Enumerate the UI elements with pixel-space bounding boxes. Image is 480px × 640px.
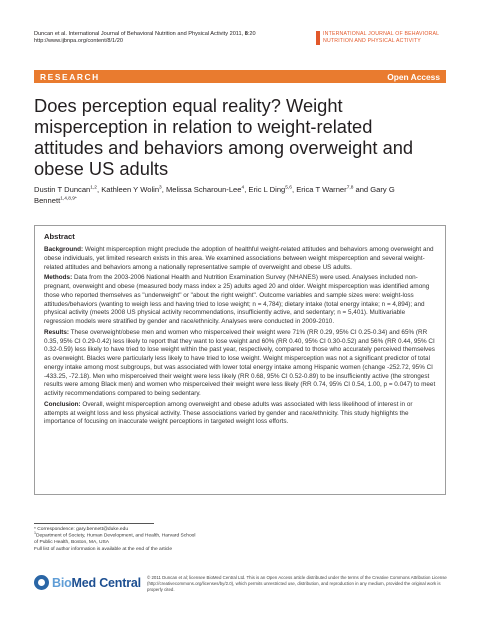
methods-label: Methods:: [44, 274, 73, 282]
author-affiliation-marker: 1,2: [90, 185, 97, 191]
author-affiliation-marker: 3: [159, 185, 162, 191]
abstract-methods: Methods: Data from the 2003-2006 Nationa…: [44, 274, 436, 327]
author-name[interactable]: Eric L Ding: [248, 185, 286, 194]
author-affiliation-marker: 7,8: [346, 185, 354, 191]
affiliation-note: 1Department of Society, Human Developmen…: [34, 531, 254, 540]
journal-logo-mark: [316, 31, 320, 45]
author-affiliation-marker: 4: [241, 185, 245, 191]
copyright-notice: © 2011 Duncan et al; licensee BioMed Cen…: [147, 575, 447, 592]
background-label: Background:: [44, 246, 84, 253]
citation-page: :20: [247, 31, 256, 37]
journal-name-line1: INTERNATIONAL JOURNAL OF BEHAVIORAL: [323, 31, 440, 37]
conclusion-text: Overall, weight misperception among over…: [44, 400, 413, 426]
footnote-divider: [34, 523, 154, 524]
article-url[interactable]: http://www.ijbnpa.org/content/8/1/20: [34, 38, 123, 44]
biomed-central-logo-icon: [34, 575, 49, 590]
abstract-results: Results: These overweight/obese men and …: [44, 329, 436, 399]
biomed-central-wordmark: BioMed Central: [52, 576, 141, 590]
abstract-box: Abstract Background: Weight misperceptio…: [34, 225, 446, 495]
author-name[interactable]: Dustin T Duncan: [34, 185, 91, 194]
author-list: Dustin T Duncan1,2, Kathleen Y Wolin3, M…: [34, 185, 395, 205]
results-text: These overweight/obese men and women who…: [44, 328, 436, 397]
article-title: Does perception equal reality? Weight mi…: [34, 95, 414, 179]
abstract-background: Background: Weight misperception might p…: [44, 246, 436, 272]
biomed-central-logo[interactable]: BioMed Central: [34, 575, 141, 590]
author-name[interactable]: Kathleen Y Wolin: [101, 185, 160, 194]
journal-logo: INTERNATIONAL JOURNAL OF BEHAVIORAL NUTR…: [316, 31, 439, 45]
abstract-heading: Abstract: [44, 232, 75, 241]
author-name[interactable]: Erica T Warner: [296, 185, 347, 194]
article-type-band: RESEARCH Open Access: [34, 70, 446, 83]
affiliation-line2: of Public Health, Boston, MA, USA: [34, 540, 110, 546]
conclusion-label: Conclusion:: [44, 400, 81, 408]
citation-journal: Duncan et al. International Journal of B…: [34, 31, 229, 37]
affiliation-marker: 1: [34, 531, 36, 536]
journal-logo-text: INTERNATIONAL JOURNAL OF BEHAVIORAL NUTR…: [323, 31, 439, 44]
running-header: Duncan et al. International Journal of B…: [34, 31, 256, 45]
author-affiliation-marker: 5,6: [285, 185, 292, 191]
abstract-conclusion: Conclusion: Overall, weight misperceptio…: [44, 401, 436, 427]
author-info-note: Full list of author information is avail…: [34, 546, 173, 552]
footnotes: * Correspondence: gary.bennett@duke.edu …: [34, 523, 254, 553]
author-name[interactable]: Melissa Scharoun-Lee: [165, 185, 242, 194]
affiliation-line1: Department of Society, Human Development…: [36, 534, 196, 540]
results-label: Results:: [44, 328, 70, 336]
citation-line: Duncan et al. International Journal of B…: [34, 31, 256, 38]
background-text: Weight misperception might preclude the …: [44, 246, 434, 271]
logo-part-medcentral: Med Central: [71, 575, 142, 590]
logo-part-bio: Bio: [52, 575, 72, 590]
article-type-label: RESEARCH: [40, 71, 100, 82]
citation-issue: 8: [244, 31, 248, 37]
citation-year-volume: 2011,: [228, 31, 245, 37]
correspondence-note[interactable]: * Correspondence: gary.bennett@duke.edu: [34, 527, 129, 532]
author-name[interactable]: Gary G Bennett: [34, 185, 395, 205]
journal-name-line2: NUTRITION AND PHYSICAL ACTIVITY: [323, 37, 421, 44]
author-affiliation-marker: 1,4,8,9*: [60, 196, 77, 202]
open-access-label: Open Access: [387, 71, 440, 82]
methods-text: Data from the 2003-2006 National Health …: [44, 274, 430, 325]
